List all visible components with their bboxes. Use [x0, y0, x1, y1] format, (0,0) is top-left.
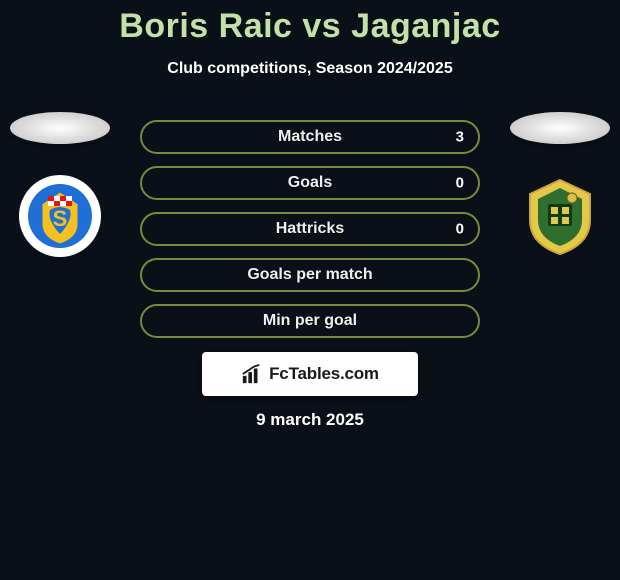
country-flag-right	[510, 112, 610, 144]
fctables-logo: FcTables.com	[202, 352, 418, 396]
page-title: Boris Raic vs Jaganjac	[0, 7, 620, 46]
stat-row-goals-per-match: Goals per match	[140, 258, 480, 292]
club-badge-right	[518, 174, 602, 258]
stat-row-goals: Goals 0	[140, 166, 480, 200]
svg-text:S: S	[53, 206, 68, 231]
player-right-column	[500, 112, 620, 258]
stat-right-value: 3	[456, 129, 464, 146]
player-left-column: S	[0, 112, 120, 258]
country-flag-left	[10, 112, 110, 144]
stat-right-value: 0	[456, 175, 464, 192]
stat-label: Hattricks	[142, 220, 478, 238]
stat-row-hattricks: Hattricks 0	[140, 212, 480, 246]
date-text: 9 march 2025	[0, 410, 620, 430]
stat-row-matches: Matches 3	[140, 120, 480, 154]
stat-label: Matches	[142, 128, 478, 146]
stat-label: Min per goal	[142, 312, 478, 330]
stat-right-value: 0	[456, 221, 464, 238]
subtitle: Club competitions, Season 2024/2025	[0, 60, 620, 78]
stat-row-min-per-goal: Min per goal	[140, 304, 480, 338]
stats-column: Matches 3 Goals 0 Hattricks 0 Goals per …	[140, 120, 480, 350]
stat-label: Goals	[142, 174, 478, 192]
stat-label: Goals per match	[142, 266, 478, 284]
club-badge-left: S	[18, 174, 102, 258]
logo-text: FcTables.com	[269, 364, 379, 384]
barchart-icon	[241, 363, 263, 385]
